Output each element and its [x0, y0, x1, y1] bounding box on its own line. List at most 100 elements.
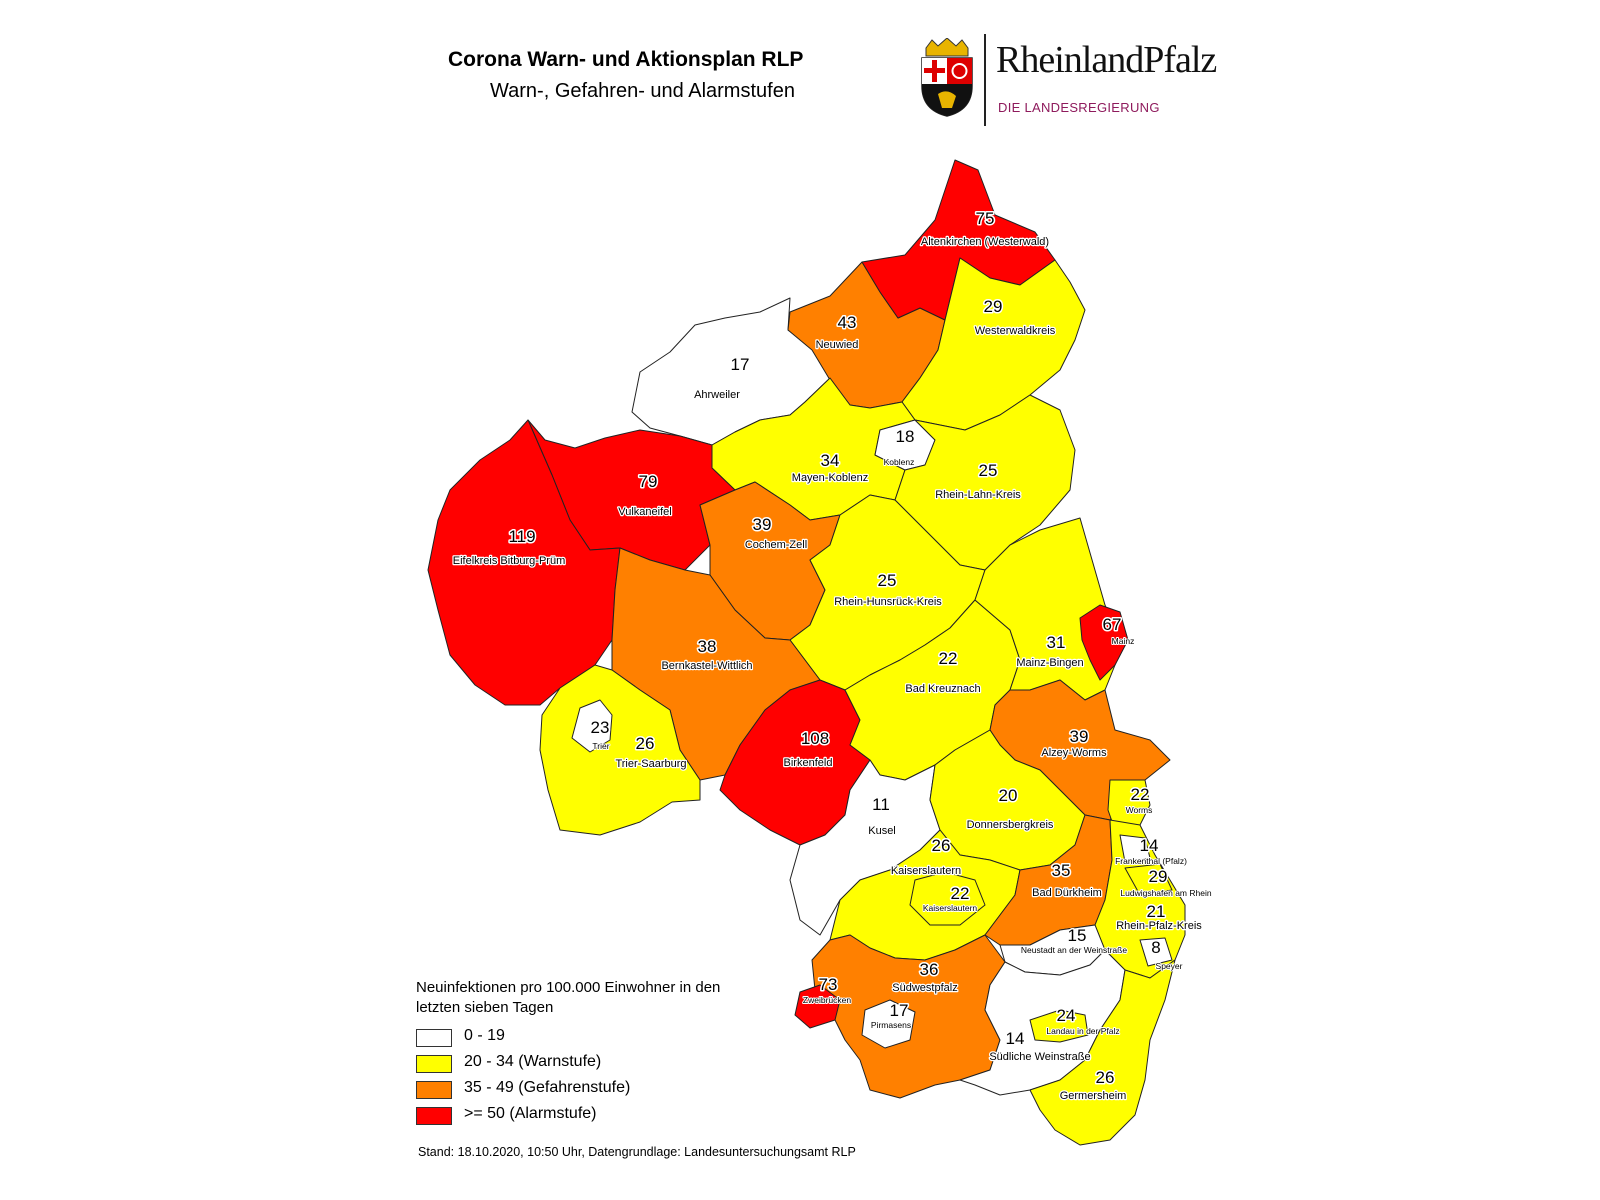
region-kaiserslautern-stadt[interactable]: [909, 871, 986, 926]
region-pirmasens[interactable]: [861, 999, 916, 1049]
value-zweibruecken: 73: [819, 975, 838, 994]
label-kaiserslautern-stadt: Kaiserslautern: [923, 903, 978, 913]
value-suedwestpfalz: 36: [920, 960, 939, 979]
district-labels: 75 Altenkirchen (Westerwald) 29 Westerwa…: [452, 208, 1213, 1104]
label-altenkirchen: Altenkirchen (Westerwald): [921, 236, 1049, 248]
value-koblenz: 18: [896, 427, 915, 446]
label-vulkaneifel: Vulkaneifel: [618, 506, 671, 518]
label-pirmasens: Pirmasens: [871, 1020, 911, 1030]
label-rhein-pfalz-kreis: Rhein-Pfalz-Kreis: [1116, 920, 1202, 932]
label-ahrweiler: Ahrweiler: [694, 389, 740, 401]
value-altenkirchen: 75: [976, 209, 995, 228]
label-mayen-koblenz: Mayen-Koblenz: [792, 472, 868, 484]
label-suedliche-weinstrasse: Südliche Weinstraße: [989, 1051, 1090, 1063]
value-kaiserslautern-stadt: 22: [951, 884, 970, 903]
label-bernkastel-wittlich: Bernkastel-Wittlich: [661, 660, 752, 672]
label-neustadt: Neustadt an der Weinstraße: [1021, 945, 1127, 955]
label-trier: Trier: [592, 741, 609, 751]
value-neuwied: 43: [838, 313, 857, 332]
region-eifelkreis[interactable]: [427, 419, 621, 706]
map-legend: Neuinfektionen pro 100.000 Einwohner in …: [416, 978, 736, 1128]
region-germersheim[interactable]: [1029, 959, 1176, 1146]
label-ludwigshafen: Ludwigshafen am Rhein: [1120, 888, 1211, 898]
label-neuwied: Neuwied: [816, 339, 859, 351]
label-worms: Worms: [1126, 805, 1153, 815]
value-landau: 24: [1057, 1006, 1076, 1025]
value-trier-saarburg: 26: [636, 734, 655, 753]
value-ludwigshafen: 29: [1149, 867, 1168, 886]
legend-label: 20 - 34 (Warnstufe): [464, 1053, 602, 1070]
legend-item: 35 - 49 (Gefahrenstufe): [416, 1076, 736, 1102]
label-suedwestpfalz: Südwestpfalz: [892, 982, 957, 994]
page-title: Corona Warn- und Aktionsplan RLP: [448, 48, 804, 71]
label-koblenz: Koblenz: [884, 457, 915, 467]
region-speyer[interactable]: [1139, 937, 1173, 967]
value-neustadt: 15: [1068, 926, 1087, 945]
legend-swatch: [416, 1029, 452, 1047]
label-trier-saarburg: Trier-Saarburg: [615, 758, 686, 770]
value-rhein-lahn: 25: [979, 461, 998, 480]
logo-subline: DIE LANDESREGIERUNG: [998, 100, 1160, 115]
value-westerwaldkreis: 29: [984, 297, 1003, 316]
value-vulkaneifel: 79: [639, 472, 658, 491]
label-frankenthal: Frankenthal (Pfalz): [1115, 856, 1187, 866]
legend-title: Neuinfektionen pro 100.000 Einwohner in …: [416, 979, 721, 1016]
legend-label: >= 50 (Alarmstufe): [464, 1105, 597, 1122]
value-donnersberg: 20: [999, 786, 1018, 805]
label-kusel: Kusel: [868, 825, 896, 837]
label-westerwaldkreis: Westerwaldkreis: [975, 325, 1056, 337]
value-eifelkreis: 119: [508, 527, 535, 546]
logo-wordmark: RheinlandPfalz: [996, 39, 1217, 81]
value-bad-duerkheim: 35: [1052, 861, 1071, 880]
label-mainz: Mainz: [1112, 636, 1135, 646]
value-trier: 23: [591, 718, 610, 737]
label-eifelkreis: Eifelkreis Bitburg-Prüm: [453, 555, 565, 567]
region-zweibruecken[interactable]: [794, 984, 841, 1029]
value-mainz-bingen: 31: [1047, 633, 1066, 652]
value-suedliche-weinstrasse: 14: [1006, 1029, 1025, 1048]
label-donnersberg: Donnersbergkreis: [967, 819, 1054, 831]
label-rhein-hunsrueck: Rhein-Hunsrück-Kreis: [834, 596, 942, 608]
value-alzey-worms: 39: [1070, 727, 1089, 746]
label-kaiserslautern-kreis: Kaiserslautern: [891, 865, 961, 877]
label-alzey-worms: Alzey-Worms: [1041, 747, 1107, 759]
value-bernkastel-wittlich: 38: [698, 637, 717, 656]
label-birkenfeld: Birkenfeld: [784, 757, 833, 769]
legend-item: 20 - 34 (Warnstufe): [416, 1050, 736, 1076]
label-germersheim: Germersheim: [1060, 1090, 1127, 1102]
region-landau[interactable]: [1029, 1009, 1089, 1043]
logo-divider: [984, 34, 986, 126]
label-landau: Landau in der Pfalz: [1046, 1026, 1119, 1036]
legend-items: 0 - 19 20 - 34 (Warnstufe) 35 - 49 (Gefahr…: [416, 1024, 736, 1128]
value-germersheim: 26: [1096, 1068, 1115, 1087]
value-ahrweiler: 17: [731, 355, 750, 374]
label-bad-duerkheim: Bad Dürkheim: [1032, 887, 1102, 899]
region-trier[interactable]: [571, 699, 613, 753]
label-cochem-zell: Cochem-Zell: [745, 539, 807, 551]
coat-of-arms-icon: [921, 38, 973, 117]
value-pirmasens: 17: [890, 1001, 909, 1020]
value-rhein-hunsrueck: 25: [878, 571, 897, 590]
value-speyer: 8: [1151, 938, 1160, 957]
value-mayen-koblenz: 34: [821, 451, 840, 470]
region-mainz[interactable]: [1079, 604, 1129, 681]
label-rhein-lahn: Rhein-Lahn-Kreis: [935, 489, 1021, 501]
value-cochem-zell: 39: [753, 515, 772, 534]
value-rhein-pfalz-kreis: 21: [1147, 902, 1166, 921]
value-worms: 22: [1131, 785, 1150, 804]
label-mainz-bingen: Mainz-Bingen: [1016, 657, 1083, 669]
legend-swatch: [416, 1055, 452, 1073]
page-subtitle: Warn-, Gefahren- und Alarmstufen: [490, 80, 795, 102]
legend-swatch: [416, 1107, 452, 1125]
rlp-logo: RheinlandPfalz DIE LANDESREGIERUNG: [918, 34, 1218, 130]
region-mainz-bingen[interactable]: [974, 517, 1121, 701]
legend-item: >= 50 (Alarmstufe): [416, 1102, 736, 1128]
value-frankenthal: 14: [1140, 836, 1159, 855]
legend-item: 0 - 19: [416, 1024, 736, 1050]
region-frankenthal[interactable]: [1119, 834, 1151, 863]
legend-swatch: [416, 1081, 452, 1099]
region-ludwigshafen[interactable]: [1124, 863, 1173, 896]
label-speyer: Speyer: [1156, 961, 1183, 971]
legend-label: 0 - 19: [464, 1027, 505, 1044]
